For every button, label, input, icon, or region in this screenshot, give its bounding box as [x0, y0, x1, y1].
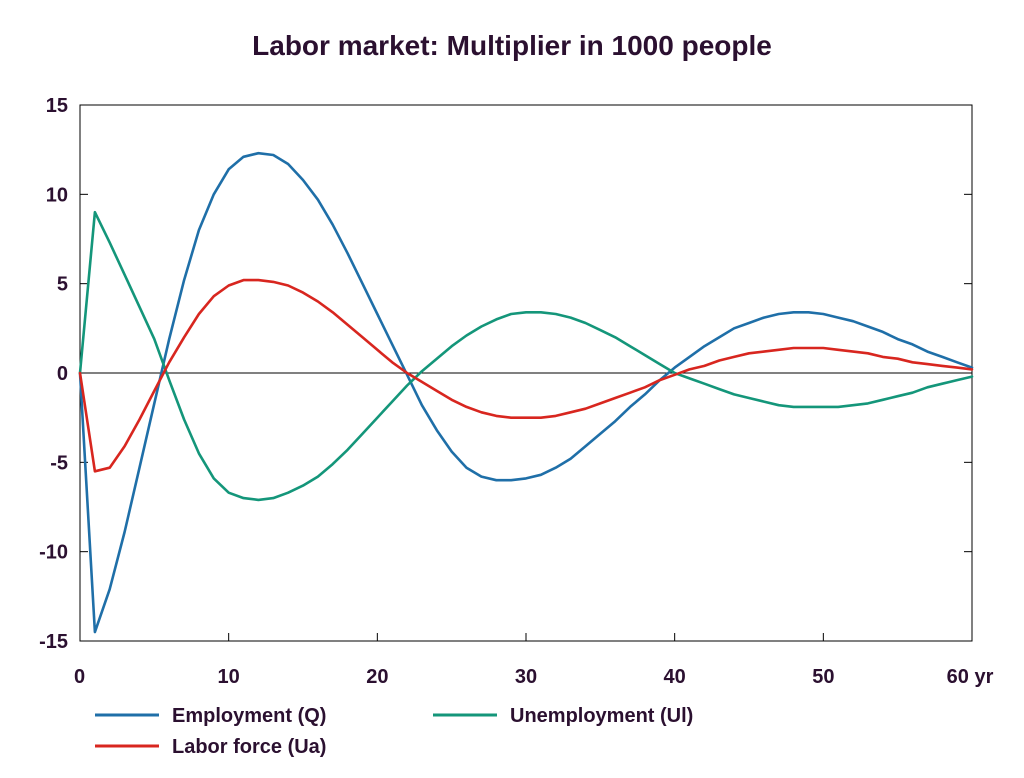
series-line-2 — [78, 278, 974, 473]
x-tick-label: 20 — [366, 666, 388, 688]
x-tick-label: 40 — [664, 666, 686, 688]
y-tick-label: 5 — [57, 274, 68, 296]
y-tick-label: -15 — [39, 631, 68, 653]
legend: Employment (Q) Unemployment (Ul) Labor for… — [95, 705, 693, 758]
x-tick-label: 30 — [515, 666, 537, 688]
y-tick-label: -5 — [50, 452, 68, 474]
y-tick-label: 0 — [57, 363, 68, 385]
x-tick-label: 0 — [74, 666, 85, 688]
x-tick-label: 60 yr — [947, 666, 994, 688]
x-tick-label: 10 — [218, 666, 240, 688]
y-tick-label: 15 — [46, 95, 68, 117]
legend-label-2: Labor force (Ua) — [172, 736, 326, 758]
y-tick-label: 10 — [46, 184, 68, 206]
series-line-1 — [78, 210, 974, 502]
legend-label-1: Unemployment (Ul) — [510, 705, 693, 727]
y-tick-label: -10 — [39, 542, 68, 564]
legend-label-0: Employment (Q) — [172, 705, 326, 727]
series-layer — [78, 151, 974, 634]
series-line-0 — [78, 151, 974, 634]
x-tick-label: 50 — [812, 666, 834, 688]
chart-title: Labor market: Multiplier in 1000 people — [252, 30, 772, 61]
